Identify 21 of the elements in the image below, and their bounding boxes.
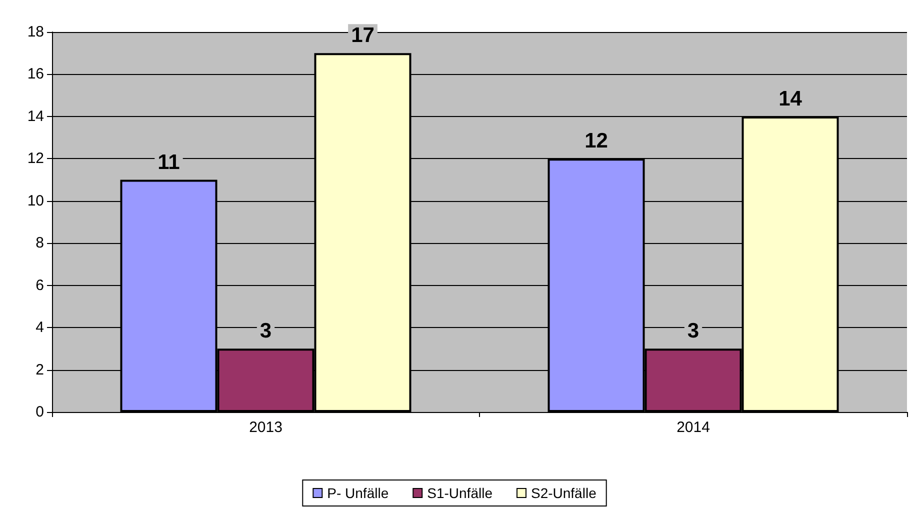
data-label: 3 bbox=[260, 320, 272, 343]
data-label: 14 bbox=[778, 87, 802, 110]
data-label: 17 bbox=[351, 24, 374, 48]
data-label: 11 bbox=[158, 150, 180, 174]
data-label: 3 bbox=[687, 320, 700, 343]
legend-label: P- Unfälle bbox=[327, 485, 389, 501]
y-tick-label: 6 bbox=[36, 276, 44, 294]
y-tick-label: 14 bbox=[27, 108, 44, 125]
legend-label: S1-Unfälle bbox=[427, 485, 493, 501]
x-tick-label: 2013 bbox=[249, 419, 282, 436]
y-tick-label: 16 bbox=[27, 66, 44, 83]
y-tick-label: 2 bbox=[36, 361, 44, 378]
y-tick-label: 0 bbox=[36, 404, 44, 420]
x-tick-label: 2014 bbox=[676, 419, 710, 436]
data-label: 12 bbox=[584, 130, 608, 153]
y-tick-label: 10 bbox=[27, 192, 44, 210]
y-tick-label: 8 bbox=[36, 234, 44, 252]
y-tick-label: 12 bbox=[27, 150, 44, 168]
y-tick-label: 18 bbox=[27, 24, 44, 40]
y-tick-label: 4 bbox=[36, 319, 44, 336]
legend-label: S2-Unfälle bbox=[530, 485, 597, 501]
